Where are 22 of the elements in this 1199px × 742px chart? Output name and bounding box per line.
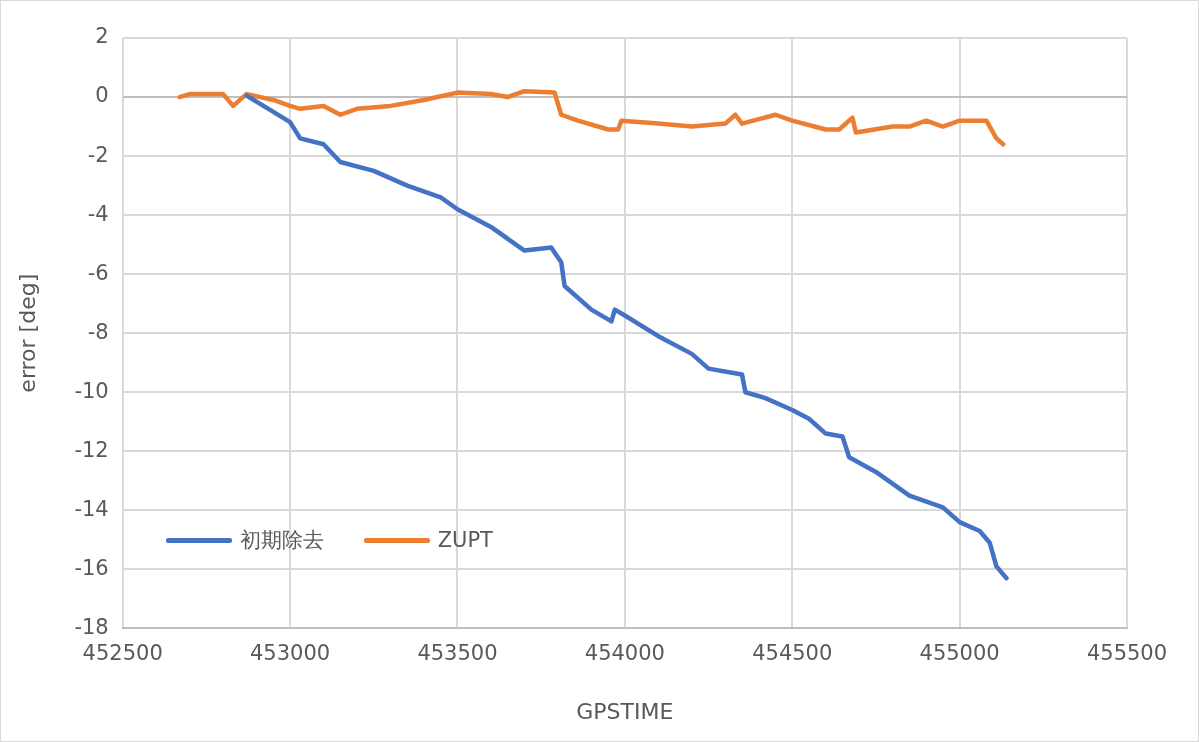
y-axis-title: error [deg] <box>14 273 40 393</box>
legend-label: ZUPT <box>437 528 493 553</box>
y-tick-label: -14 <box>74 496 109 521</box>
y-tick-label: -12 <box>74 437 109 462</box>
y-tick-label: -18 <box>74 614 109 639</box>
x-tick-label: 454500 <box>752 641 833 666</box>
y-tick-label: -16 <box>74 555 109 580</box>
x-tick-label: 452500 <box>82 641 163 666</box>
y-tick-label: 0 <box>95 83 109 108</box>
y-tick-label: -8 <box>87 319 109 344</box>
x-axis-title: GPSTIME <box>576 698 674 724</box>
x-tick-label: 453500 <box>417 641 498 666</box>
y-tick-label: -6 <box>87 260 109 285</box>
x-tick-label: 455000 <box>919 641 1000 666</box>
x-tick-label: 455500 <box>1086 641 1168 666</box>
x-tick-label: 453000 <box>250 641 331 666</box>
y-tick-label: -2 <box>87 142 109 167</box>
legend-label: 初期除去 <box>239 527 324 555</box>
y-tick-label: 2 <box>95 24 109 49</box>
y-tick-label: -10 <box>74 378 109 403</box>
y-tick-label: -4 <box>87 201 109 226</box>
x-tick-label: 454000 <box>584 641 665 666</box>
